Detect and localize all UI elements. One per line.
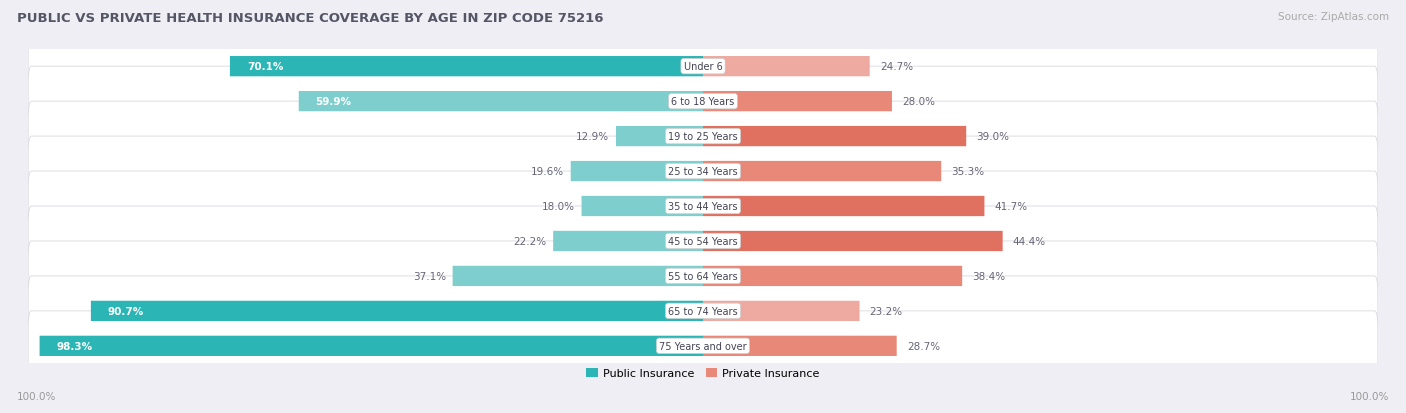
- Text: 28.7%: 28.7%: [907, 341, 941, 351]
- Text: 18.0%: 18.0%: [541, 202, 575, 211]
- FancyBboxPatch shape: [703, 127, 966, 147]
- FancyBboxPatch shape: [571, 161, 703, 182]
- Text: 41.7%: 41.7%: [994, 202, 1028, 211]
- Text: 90.7%: 90.7%: [108, 306, 143, 316]
- FancyBboxPatch shape: [703, 231, 1002, 252]
- Text: PUBLIC VS PRIVATE HEALTH INSURANCE COVERAGE BY AGE IN ZIP CODE 75216: PUBLIC VS PRIVATE HEALTH INSURANCE COVER…: [17, 12, 603, 25]
- Text: 38.4%: 38.4%: [973, 271, 1005, 281]
- Text: 25 to 34 Years: 25 to 34 Years: [668, 166, 738, 177]
- FancyBboxPatch shape: [28, 67, 1378, 137]
- Text: 100.0%: 100.0%: [1350, 391, 1389, 401]
- Text: 98.3%: 98.3%: [56, 341, 93, 351]
- FancyBboxPatch shape: [453, 266, 703, 286]
- FancyBboxPatch shape: [703, 161, 941, 182]
- Text: 75 Years and over: 75 Years and over: [659, 341, 747, 351]
- FancyBboxPatch shape: [703, 336, 897, 356]
- FancyBboxPatch shape: [28, 172, 1378, 241]
- Text: 55 to 64 Years: 55 to 64 Years: [668, 271, 738, 281]
- Text: 39.0%: 39.0%: [976, 132, 1010, 142]
- Text: 24.7%: 24.7%: [880, 62, 912, 72]
- FancyBboxPatch shape: [28, 206, 1378, 276]
- Text: Under 6: Under 6: [683, 62, 723, 72]
- FancyBboxPatch shape: [39, 336, 703, 356]
- Text: 28.0%: 28.0%: [903, 97, 935, 107]
- FancyBboxPatch shape: [553, 231, 703, 252]
- FancyBboxPatch shape: [28, 311, 1378, 381]
- Text: 35.3%: 35.3%: [952, 166, 984, 177]
- Text: 6 to 18 Years: 6 to 18 Years: [672, 97, 734, 107]
- Text: 35 to 44 Years: 35 to 44 Years: [668, 202, 738, 211]
- FancyBboxPatch shape: [703, 301, 859, 321]
- FancyBboxPatch shape: [616, 127, 703, 147]
- FancyBboxPatch shape: [28, 137, 1378, 206]
- FancyBboxPatch shape: [582, 197, 703, 216]
- FancyBboxPatch shape: [298, 92, 703, 112]
- FancyBboxPatch shape: [703, 266, 962, 286]
- Text: 100.0%: 100.0%: [17, 391, 56, 401]
- Text: 59.9%: 59.9%: [315, 97, 352, 107]
- Text: 70.1%: 70.1%: [247, 62, 283, 72]
- FancyBboxPatch shape: [703, 57, 870, 77]
- Text: 19 to 25 Years: 19 to 25 Years: [668, 132, 738, 142]
- Text: Source: ZipAtlas.com: Source: ZipAtlas.com: [1278, 12, 1389, 22]
- Text: 19.6%: 19.6%: [531, 166, 564, 177]
- Legend: Public Insurance, Private Insurance: Public Insurance, Private Insurance: [582, 364, 824, 383]
- FancyBboxPatch shape: [703, 92, 891, 112]
- Text: 45 to 54 Years: 45 to 54 Years: [668, 236, 738, 247]
- Text: 37.1%: 37.1%: [413, 271, 446, 281]
- Text: 23.2%: 23.2%: [870, 306, 903, 316]
- FancyBboxPatch shape: [231, 57, 703, 77]
- FancyBboxPatch shape: [703, 197, 984, 216]
- FancyBboxPatch shape: [91, 301, 703, 321]
- Text: 12.9%: 12.9%: [576, 132, 609, 142]
- Text: 65 to 74 Years: 65 to 74 Years: [668, 306, 738, 316]
- FancyBboxPatch shape: [28, 102, 1378, 172]
- FancyBboxPatch shape: [28, 32, 1378, 102]
- FancyBboxPatch shape: [28, 276, 1378, 346]
- Text: 22.2%: 22.2%: [513, 236, 547, 247]
- FancyBboxPatch shape: [28, 241, 1378, 311]
- Text: 44.4%: 44.4%: [1012, 236, 1046, 247]
